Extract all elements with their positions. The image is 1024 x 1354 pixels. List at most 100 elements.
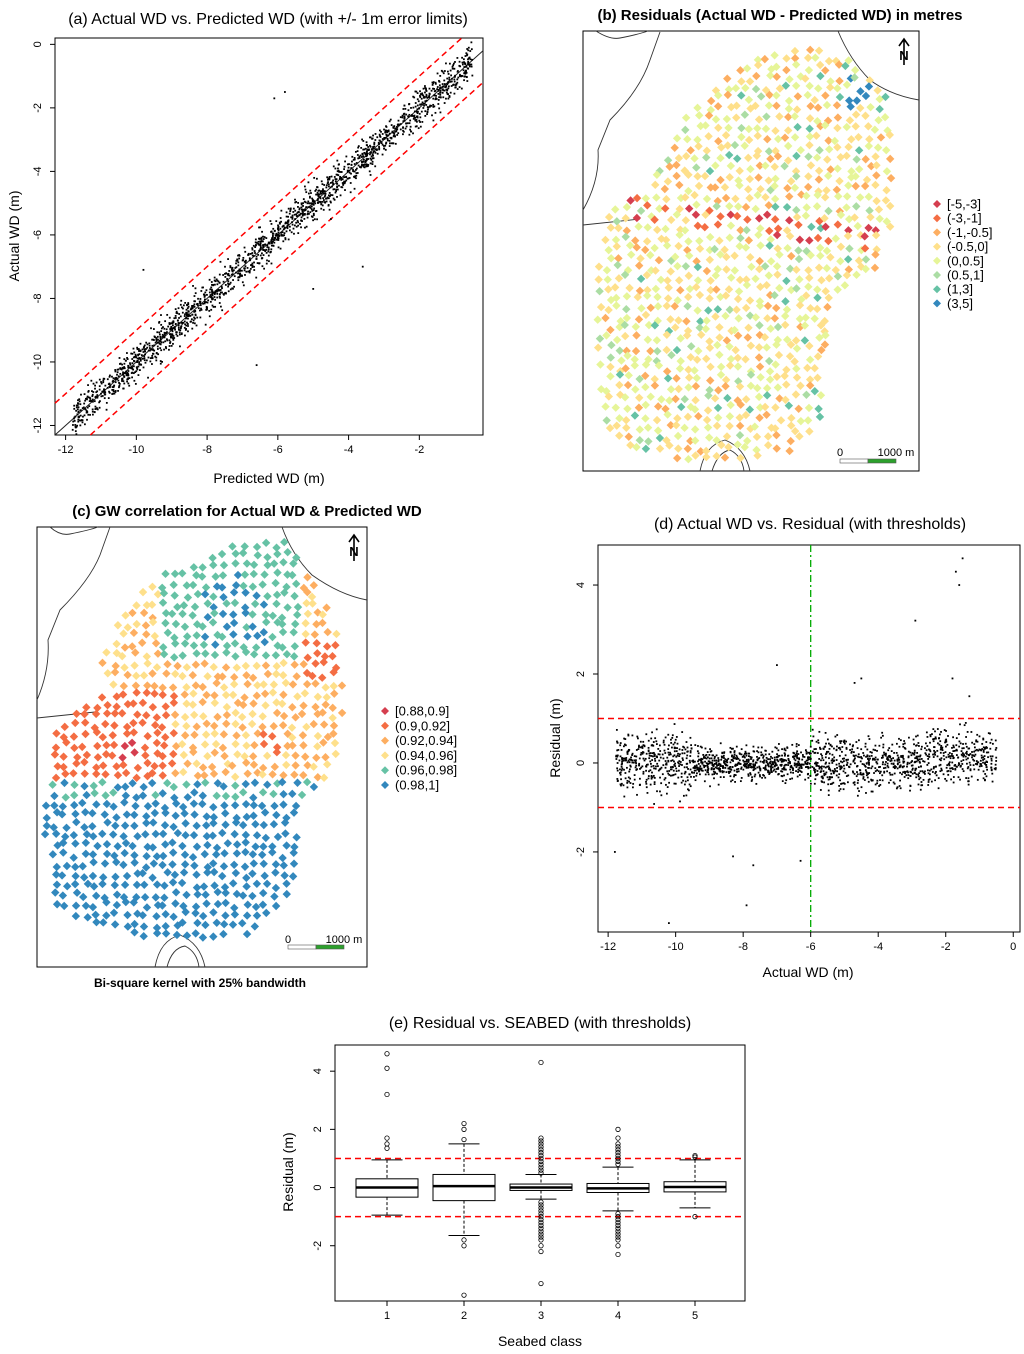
- data-point: [253, 261, 255, 264]
- residual-dot: [662, 330, 672, 340]
- correlation-dot: [279, 711, 289, 721]
- data-point: [334, 178, 337, 180]
- data-point: [618, 759, 621, 762]
- data-point: [901, 773, 903, 776]
- data-point: [889, 779, 892, 782]
- data-point: [184, 313, 186, 316]
- data-point: [187, 317, 189, 320]
- data-point: [214, 290, 217, 293]
- data-point: [881, 734, 884, 737]
- residual-dot: [862, 175, 872, 185]
- data-point: [192, 304, 195, 307]
- data-point: [323, 190, 326, 193]
- data-point: [795, 766, 798, 768]
- data-point: [206, 308, 208, 311]
- data-point: [852, 771, 855, 774]
- data-point: [386, 130, 388, 132]
- data-point: [903, 770, 906, 773]
- data-point: [179, 315, 182, 318]
- data-point: [96, 394, 99, 396]
- residual-dot: [763, 135, 772, 144]
- data-point: [237, 270, 240, 272]
- data-point: [822, 759, 825, 762]
- legend-label: (0.94,0.96]: [395, 748, 457, 763]
- residual-dot: [770, 424, 780, 433]
- data-point: [909, 770, 912, 773]
- data-point: [850, 751, 853, 754]
- correlation-dot: [301, 629, 310, 639]
- data-point: [156, 348, 159, 350]
- residual-dot: [813, 352, 823, 361]
- data-point: [748, 755, 750, 758]
- data-point: [467, 58, 469, 61]
- correlation-dot: [280, 537, 289, 547]
- data-point: [194, 300, 196, 303]
- y-tick-label: -4: [32, 167, 44, 177]
- correlation-dot: [209, 932, 218, 941]
- correlation-dot: [291, 761, 300, 770]
- correlation-dot: [222, 710, 232, 720]
- data-point: [729, 770, 732, 773]
- data-point: [362, 140, 365, 142]
- data-point: [448, 96, 451, 98]
- data-point: [467, 61, 470, 64]
- data-point: [155, 337, 158, 339]
- data-point: [857, 779, 859, 782]
- data-point: [275, 238, 278, 241]
- data-point: [832, 770, 835, 773]
- data-point: [626, 761, 629, 764]
- correlation-dot: [319, 738, 328, 747]
- data-point: [238, 273, 241, 275]
- data-point: [672, 774, 675, 776]
- data-point: [152, 338, 155, 341]
- residual-dot: [861, 91, 871, 101]
- data-point: [121, 380, 123, 382]
- correlation-dot: [280, 588, 289, 597]
- residual-dot: [732, 305, 741, 314]
- data-point: [635, 764, 638, 767]
- data-point: [206, 306, 208, 309]
- residual-dot: [785, 216, 794, 225]
- data-point: [949, 767, 952, 770]
- residual-dot: [846, 102, 855, 111]
- correlation-dot: [130, 821, 139, 831]
- data-point: [340, 171, 343, 173]
- residual-dot: [646, 346, 655, 356]
- correlation-dot: [170, 653, 179, 662]
- data-point: [893, 759, 896, 762]
- data-point: [807, 776, 810, 779]
- residual-dot: [630, 355, 639, 364]
- data-point: [776, 759, 779, 762]
- correlation-dot: [193, 771, 203, 780]
- residual-dot: [785, 75, 794, 84]
- residual-dot: [674, 384, 683, 394]
- data-point: [729, 761, 732, 764]
- residual-dot: [623, 404, 632, 413]
- data-point: [763, 759, 766, 762]
- residual-dot: [820, 121, 830, 130]
- data-point: [247, 270, 250, 273]
- data-point: [982, 751, 985, 753]
- data-point: [906, 761, 909, 764]
- residual-dot: [616, 316, 625, 326]
- data-point: [75, 433, 78, 436]
- data-point: [833, 756, 836, 759]
- correlation-dot: [150, 631, 160, 641]
- correlation-dot: [192, 842, 202, 851]
- correlation-dot: [311, 659, 320, 668]
- residual-dot: [655, 433, 665, 443]
- correlation-dot: [278, 627, 288, 637]
- data-point: [185, 314, 188, 317]
- residual-dot: [806, 101, 815, 111]
- residual-dot: [741, 303, 751, 313]
- data-point: [416, 92, 419, 95]
- residual-dot: [741, 83, 750, 93]
- data-point: [419, 94, 421, 97]
- data-point: [143, 348, 146, 351]
- data-point: [389, 142, 391, 145]
- data-point: [365, 159, 368, 162]
- data-point: [934, 737, 937, 740]
- residual-dot: [815, 243, 825, 253]
- data-point: [448, 95, 451, 97]
- correlation-dot: [180, 690, 189, 699]
